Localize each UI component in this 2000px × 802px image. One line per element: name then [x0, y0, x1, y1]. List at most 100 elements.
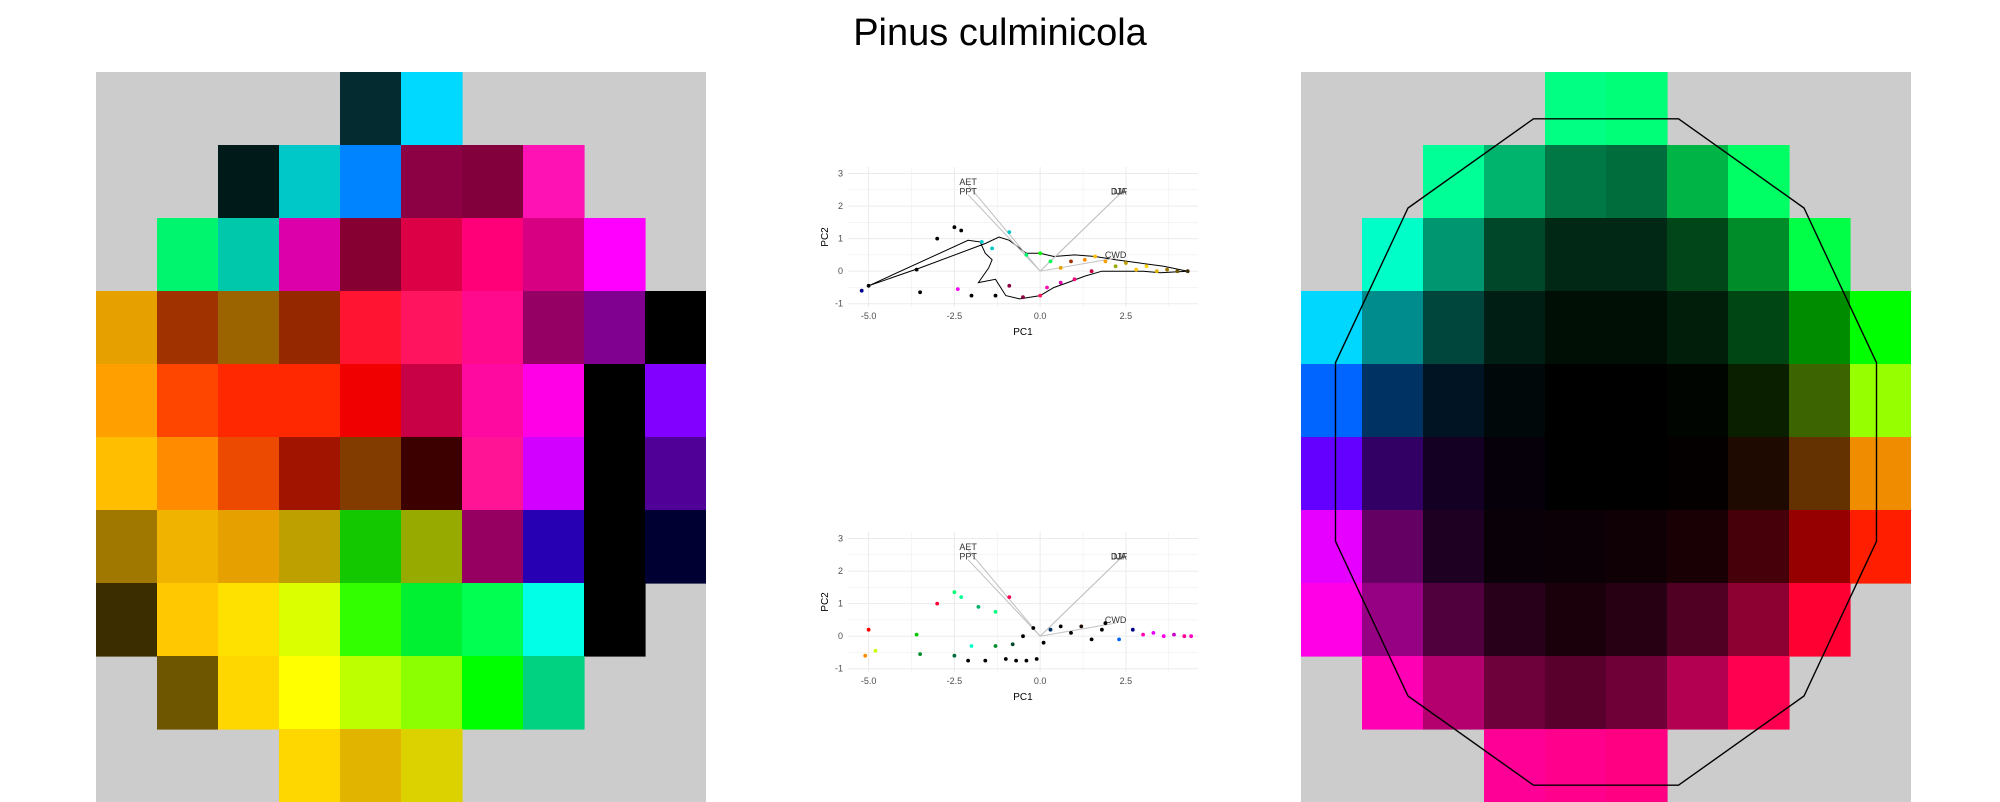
left-grid-cell-3-0	[96, 291, 158, 365]
x-tick-label: -2.5	[947, 311, 963, 321]
data-point	[1093, 254, 1097, 259]
left-grid-cell-1-5	[401, 145, 463, 219]
left-grid-cell-6-0	[96, 510, 158, 584]
right-grid-cell-4-9	[1850, 364, 1911, 438]
y-axis-label: PC2	[820, 227, 831, 247]
left-grid-cell-4-0	[96, 364, 158, 438]
data-point	[1079, 624, 1084, 629]
right-grid-cell-1-6	[1667, 145, 1729, 219]
loading-label-aet: AET	[959, 542, 977, 552]
right-grid-cell-4-1	[1362, 364, 1424, 438]
left-grid-cell-3-5	[401, 291, 463, 365]
data-point	[959, 228, 964, 233]
data-point	[1072, 277, 1077, 282]
left-grid-cell-0-4	[340, 72, 402, 146]
y-tick-label: 3	[838, 169, 843, 179]
left-grid-cell-4-2	[218, 364, 280, 438]
right-grid-cell-3-2	[1423, 291, 1485, 365]
left-grid-cell-5-3	[279, 437, 341, 511]
y-tick-label: -1	[835, 664, 843, 674]
data-point	[969, 644, 974, 648]
loading-arrow-jja	[1039, 559, 1120, 637]
left-grid-cell-5-0	[96, 437, 158, 511]
range-outline	[1334, 118, 1878, 786]
left-grid-cell-5-9	[645, 437, 706, 511]
y-tick-label: 0	[838, 631, 843, 641]
data-point	[1048, 627, 1053, 632]
range-hull	[868, 236, 1188, 300]
left-grid-cell-4-8	[584, 364, 646, 438]
data-point	[1034, 657, 1039, 661]
right-grid-cell-7-6	[1667, 583, 1729, 657]
data-point	[952, 653, 957, 658]
left-grid-cell-7-3	[279, 583, 341, 657]
left-grid-cell-8-7	[523, 656, 585, 730]
right-grid-cell-6-3	[1484, 510, 1546, 584]
right-grid-cell-7-0	[1301, 583, 1363, 657]
data-point	[1038, 293, 1043, 298]
data-point	[1069, 631, 1073, 635]
left-grid-cell-2-1	[157, 218, 219, 292]
data-point	[1058, 280, 1063, 285]
left-grid-cell-6-6	[462, 510, 524, 584]
y-tick-label: 1	[838, 234, 843, 244]
right-grid-cell-4-6	[1667, 364, 1729, 438]
left-grid-cell-6-2	[218, 510, 280, 584]
loading-label-aet: AET	[959, 177, 977, 187]
data-point	[1172, 632, 1176, 637]
left-grid-cell-4-5	[401, 364, 463, 438]
left-grid-cell-7-7	[523, 583, 585, 657]
x-axis-label: PC1	[1013, 327, 1033, 338]
left-grid-cell-7-2	[218, 583, 280, 657]
right-grid-cell-3-5	[1606, 291, 1668, 365]
data-point	[935, 236, 940, 241]
data-point	[983, 658, 988, 663]
left-grid-cell-7-4	[340, 583, 402, 657]
data-point	[993, 609, 998, 614]
left-grid-cell-5-6	[462, 437, 524, 511]
y-tick-label: 2	[838, 566, 843, 576]
data-point	[1082, 257, 1087, 262]
left-grid-cell-8-1	[157, 656, 219, 730]
left-grid-cell-4-4	[340, 364, 402, 438]
right-grid-cell-3-3	[1484, 291, 1546, 365]
data-point	[866, 283, 871, 288]
right-grid-cell-6-4	[1545, 510, 1607, 584]
loading-label-cwd: CWD	[1105, 250, 1127, 260]
right-grid-cell-5-0	[1301, 437, 1363, 511]
right-grid-cell-5-9	[1850, 437, 1911, 511]
data-point	[1021, 295, 1025, 300]
right-grid-cell-7-3	[1484, 583, 1546, 657]
x-tick-label: 0.0	[1034, 311, 1047, 321]
right-grid-cell-1-2	[1423, 145, 1485, 219]
left-grid-cell-1-6	[462, 145, 524, 219]
data-point	[914, 267, 919, 272]
y-tick-label: 2	[838, 201, 843, 211]
right-grid-cell-4-4	[1545, 364, 1607, 438]
data-point	[952, 590, 957, 595]
right-grid-cell-5-8	[1789, 437, 1851, 511]
left-grid-cell-7-1	[157, 583, 219, 657]
left-grid-cell-2-4	[340, 218, 402, 292]
data-point	[1003, 657, 1008, 661]
left-grid-cell-8-4	[340, 656, 402, 730]
data-point	[1045, 285, 1049, 290]
loading-arrow-jja	[1039, 194, 1120, 272]
left-grid-cell-8-5	[401, 656, 463, 730]
data-point	[1154, 269, 1159, 274]
right-grid-cell-8-7	[1728, 656, 1790, 730]
right-grid-cell-6-9	[1850, 510, 1911, 584]
data-point	[1058, 624, 1063, 629]
data-point	[1007, 230, 1012, 234]
data-point	[1041, 640, 1046, 645]
left-grid-cell-6-5	[401, 510, 463, 584]
right-grid-cell-8-4	[1545, 656, 1607, 730]
right-grid-cell-2-4	[1545, 218, 1607, 292]
left-grid-cell-6-3	[279, 510, 341, 584]
right-grid-cell-1-7	[1728, 145, 1790, 219]
data-point	[1024, 253, 1029, 257]
data-point	[1161, 634, 1166, 639]
right-grid-cell-5-7	[1728, 437, 1790, 511]
data-point	[1089, 637, 1094, 642]
